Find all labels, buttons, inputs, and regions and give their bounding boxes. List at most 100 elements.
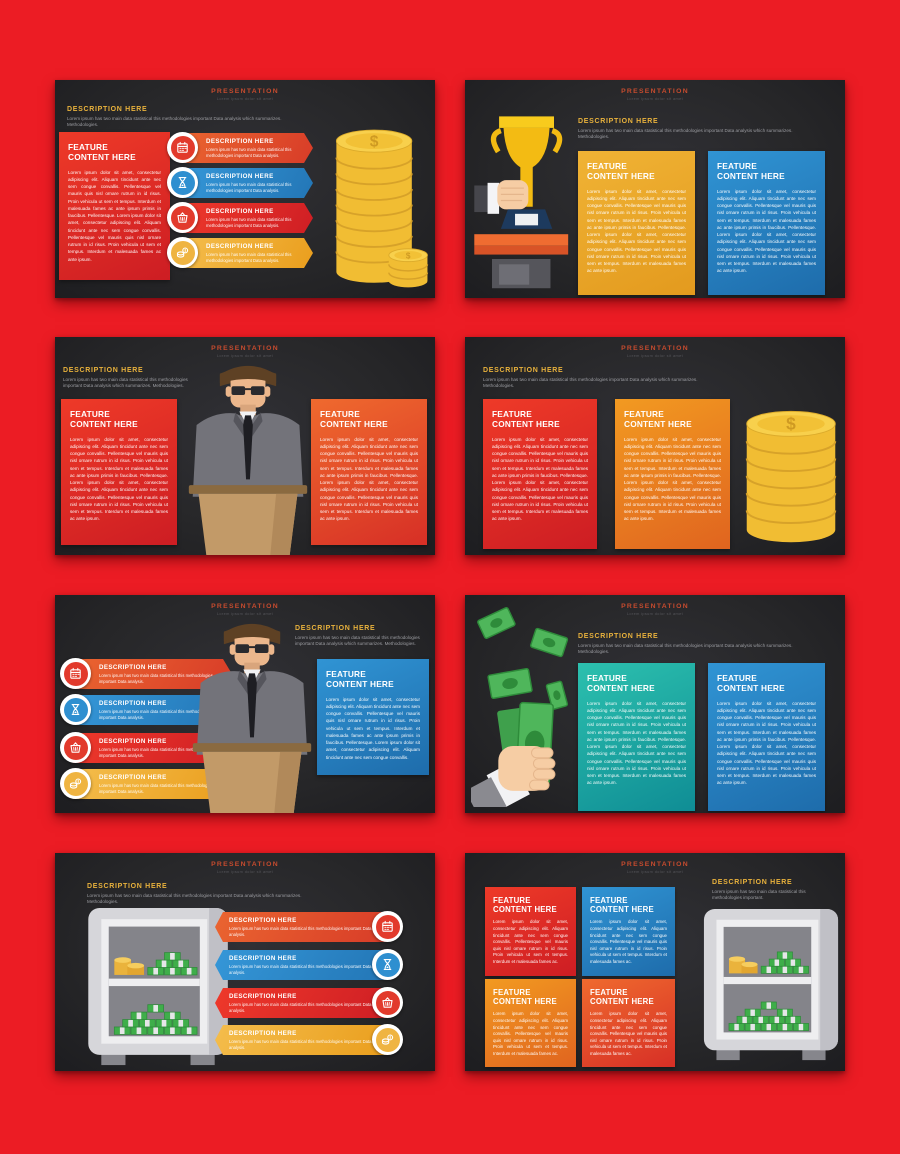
banner-title: DESCRIPTION HERE [99, 699, 167, 707]
description-block: DESCRIPTION HERE Lorem ipsum has two mai… [578, 633, 822, 656]
slide-6-preview[interactable]: PRESENTATION Lorem ipsum dolor sit amet … [465, 595, 845, 813]
hourglass-icon [167, 167, 198, 198]
banner-item-2: DESCRIPTION HERE Lorem ipsum has two mai… [215, 949, 403, 980]
feature-text: Lorem ipsum dolor sit amet, consectetur … [493, 919, 568, 965]
coins-stack-illustration: $ $ [335, 129, 429, 288]
description-heading: DESCRIPTION HERE [578, 118, 659, 125]
banner-item-1: DESCRIPTION HERE Lorem ipsum has two mai… [60, 658, 232, 689]
banner-arrow: DESCRIPTION HERE Lorem ipsum has two mai… [180, 133, 313, 163]
presentation-subtitle: Lorem ipsum dolor sit amet [216, 612, 274, 616]
feature-title: FEATURE CONTENT HERE [70, 409, 138, 429]
banner-item-3: DESCRIPTION HERE Lorem ipsum has two mai… [215, 987, 403, 1018]
safe-illustration [88, 908, 228, 1066]
banner-text: Lorem ipsum has two main data statistica… [206, 181, 292, 193]
description-text: Lorem ipsum has two main data statistica… [578, 642, 793, 655]
banner-item-3: DESCRIPTION HERE Lorem ipsum has two mai… [167, 202, 313, 233]
banner-title: DESCRIPTION HERE [229, 1029, 297, 1037]
banner-title: DESCRIPTION HERE [229, 916, 297, 924]
feature-box-blue: FEATURE CONTENT HERE Lorem ipsum dolor s… [708, 151, 825, 295]
description-block: DESCRIPTION HERE Lorem ipsum has two mai… [87, 883, 321, 906]
feature-title: FEATURE CONTENT HERE [492, 409, 560, 429]
svg-text:$: $ [786, 414, 796, 434]
feature-box-orange: FEATURE CONTENT HERE Lorem ipsum dolor s… [615, 399, 730, 549]
safe-illustration [703, 909, 839, 1061]
presenter-illustration [188, 365, 308, 555]
hourglass-icon [372, 949, 403, 980]
calendar-icon [60, 658, 91, 689]
feature-box-orange: FEATURE CONTENT HERE Lorem ipsum dolor s… [485, 979, 576, 1067]
description-block: DESCRIPTION HERE Lorem ipsum has two mai… [712, 879, 834, 902]
banner-arrow: DESCRIPTION HERE Lorem ipsum has two mai… [215, 912, 388, 942]
banner-arrow: DESCRIPTION HERE Lorem ipsum has two mai… [215, 988, 388, 1018]
banner-title: DESCRIPTION HERE [229, 992, 297, 1000]
banner-arrow: DESCRIPTION HERE Lorem ipsum has two mai… [180, 203, 313, 233]
description-block: DESCRIPTION HERE Lorem ipsum has two mai… [67, 106, 303, 129]
banner-arrow: DESCRIPTION HERE Lorem ipsum has two mai… [73, 659, 232, 689]
presentation-subtitle: Lorem ipsum dolor sit amet [216, 870, 274, 874]
banner-title: DESCRIPTION HERE [206, 242, 274, 250]
banner-text: Lorem ipsum has two main data statistica… [206, 146, 292, 158]
description-text: Lorem ipsum has two main data statistica… [87, 892, 302, 905]
slide-8-preview[interactable]: PRESENTATION Lorem ipsum dolor sit amet … [465, 853, 845, 1071]
feature-text: Lorem ipsum dolor sit amet, consectetur … [70, 436, 168, 522]
feature-text: Lorem ipsum dolor sit amet, consectetur … [68, 169, 161, 262]
banner-title: DESCRIPTION HERE [206, 172, 274, 180]
banner-item-1: DESCRIPTION HERE Lorem ipsum has two mai… [215, 911, 403, 942]
feature-text: Lorem ipsum dolor sit amet, consectetur … [587, 188, 686, 274]
banner-text: Lorem ipsum has two main data statistica… [99, 672, 213, 684]
feature-box-blue: FEATURE CONTENT HERE Lorem ipsum dolor s… [317, 659, 429, 775]
banner-arrow: DESCRIPTION HERE Lorem ipsum has two mai… [180, 238, 313, 268]
feature-box-gold: FEATURE CONTENT HERE Lorem ipsum dolor s… [578, 151, 695, 295]
feature-text: Lorem ipsum dolor sit amet, consectetur … [587, 700, 686, 786]
feature-text: Lorem ipsum dolor sit amet, consectetur … [624, 436, 721, 522]
presentation-title: PRESENTATION [621, 861, 689, 868]
description-block: DESCRIPTION HERE Lorem ipsum has two mai… [483, 367, 721, 390]
slide-5-preview[interactable]: PRESENTATION Lorem ipsum dolor sit amet … [55, 595, 435, 813]
presentation-subtitle: Lorem ipsum dolor sit amet [626, 97, 684, 101]
description-text: Lorem ipsum has two main data statistica… [712, 888, 806, 901]
feature-box-blue: FEATURE CONTENT HERE Lorem ipsum dolor s… [708, 663, 825, 811]
description-block: DESCRIPTION HERE Lorem ipsum has two mai… [63, 367, 201, 390]
feature-text: Lorem ipsum dolor sit amet, consectetur … [590, 919, 667, 965]
feature-text: Lorem ipsum dolor sit amet, consectetur … [326, 696, 420, 760]
banner-item-2: DESCRIPTION HERE Lorem ipsum has two mai… [167, 167, 313, 198]
presentation-title: PRESENTATION [211, 603, 279, 610]
banner-arrow: DESCRIPTION HERE Lorem ipsum has two mai… [180, 168, 313, 198]
presenter-illustration [192, 623, 312, 813]
banner-item-4: DESCRIPTION HERE Lorem ipsum has two mai… [167, 237, 313, 268]
banner-arrow: DESCRIPTION HERE Lorem ipsum has two mai… [215, 950, 388, 980]
description-text: Lorem ipsum has two main data statistica… [67, 115, 282, 128]
description-heading: DESCRIPTION HERE [63, 367, 144, 374]
presentation-title: PRESENTATION [211, 861, 279, 868]
feature-text: Lorem ipsum dolor sit amet, consectetur … [493, 1011, 568, 1057]
feature-title: FEATURE CONTENT HERE [717, 161, 785, 181]
presentation-title: PRESENTATION [621, 345, 689, 352]
slide-1-preview[interactable]: PRESENTATION Lorem ipsum dolor sit amet … [55, 80, 435, 298]
feature-box-red: FEATURE CONTENT HERE Lorem ipsum dolor s… [485, 887, 576, 976]
banner-text: Lorem ipsum has two main data statistica… [206, 216, 292, 228]
banner-title: DESCRIPTION HERE [206, 207, 274, 215]
presentation-title: PRESENTATION [621, 603, 689, 610]
banner-title: DESCRIPTION HERE [99, 737, 167, 745]
coins-icon [167, 237, 198, 268]
feature-title: FEATURE CONTENT HERE [587, 673, 655, 693]
description-text: Lorem ipsum has two main data statistica… [578, 127, 793, 140]
feature-title: FEATURE CONTENT HERE [493, 896, 557, 915]
trophy-illustration [474, 116, 569, 289]
feature-title: FEATURE CONTENT HERE [624, 409, 692, 429]
banner-text: Lorem ipsum has two main data statistica… [229, 963, 372, 975]
slide-7-preview[interactable]: PRESENTATION Lorem ipsum dolor sit amet … [55, 853, 435, 1071]
hourglass-icon [60, 694, 91, 725]
slide-4-preview[interactable]: PRESENTATION Lorem ipsum dolor sit amet … [465, 337, 845, 555]
slide-3-preview[interactable]: PRESENTATION Lorem ipsum dolor sit amet … [55, 337, 435, 555]
slide-2-preview[interactable]: PRESENTATION Lorem ipsum dolor sit amet … [465, 80, 845, 298]
feature-title: FEATURE CONTENT HERE [587, 161, 655, 181]
banner-arrow: DESCRIPTION HERE Lorem ipsum has two mai… [215, 1025, 388, 1055]
feature-title: FEATURE CONTENT HERE [320, 409, 388, 429]
feature-box-blue: FEATURE CONTENT HERE Lorem ipsum dolor s… [582, 887, 675, 976]
feature-title: FEATURE CONTENT HERE [493, 988, 557, 1007]
svg-text:$: $ [406, 251, 411, 260]
banner-text: Lorem ipsum has two main data statistica… [229, 1001, 372, 1013]
feature-box-red: FEATURE CONTENT HERE Lorem ipsum dolor s… [61, 399, 177, 545]
feature-text: Lorem ipsum dolor sit amet, consectetur … [717, 700, 816, 786]
